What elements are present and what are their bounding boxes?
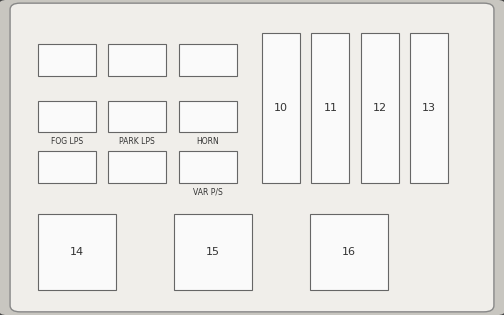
Bar	[179, 151, 237, 183]
Text: 16: 16	[342, 247, 356, 257]
Text: 13: 13	[422, 103, 436, 113]
Bar	[108, 44, 166, 76]
Text: 14: 14	[70, 247, 84, 257]
Bar	[108, 151, 166, 183]
Text: 10: 10	[274, 103, 288, 113]
Text: FOG LPS: FOG LPS	[51, 137, 83, 146]
Bar	[311, 33, 349, 183]
Text: 11: 11	[324, 103, 337, 113]
Text: PARK LPS: PARK LPS	[119, 137, 155, 146]
Text: 15: 15	[206, 247, 220, 257]
Bar	[174, 214, 252, 290]
Bar	[38, 151, 96, 183]
Bar	[108, 101, 166, 132]
Text: VAR P/S: VAR P/S	[193, 187, 223, 197]
Bar	[262, 33, 300, 183]
FancyBboxPatch shape	[10, 3, 494, 312]
Bar	[38, 44, 96, 76]
Bar	[310, 214, 388, 290]
Bar	[38, 214, 116, 290]
Bar	[361, 33, 399, 183]
Text: HORN: HORN	[197, 137, 219, 146]
Bar	[179, 44, 237, 76]
Bar	[38, 101, 96, 132]
Bar	[410, 33, 448, 183]
Bar	[179, 101, 237, 132]
Text: 12: 12	[372, 103, 387, 113]
